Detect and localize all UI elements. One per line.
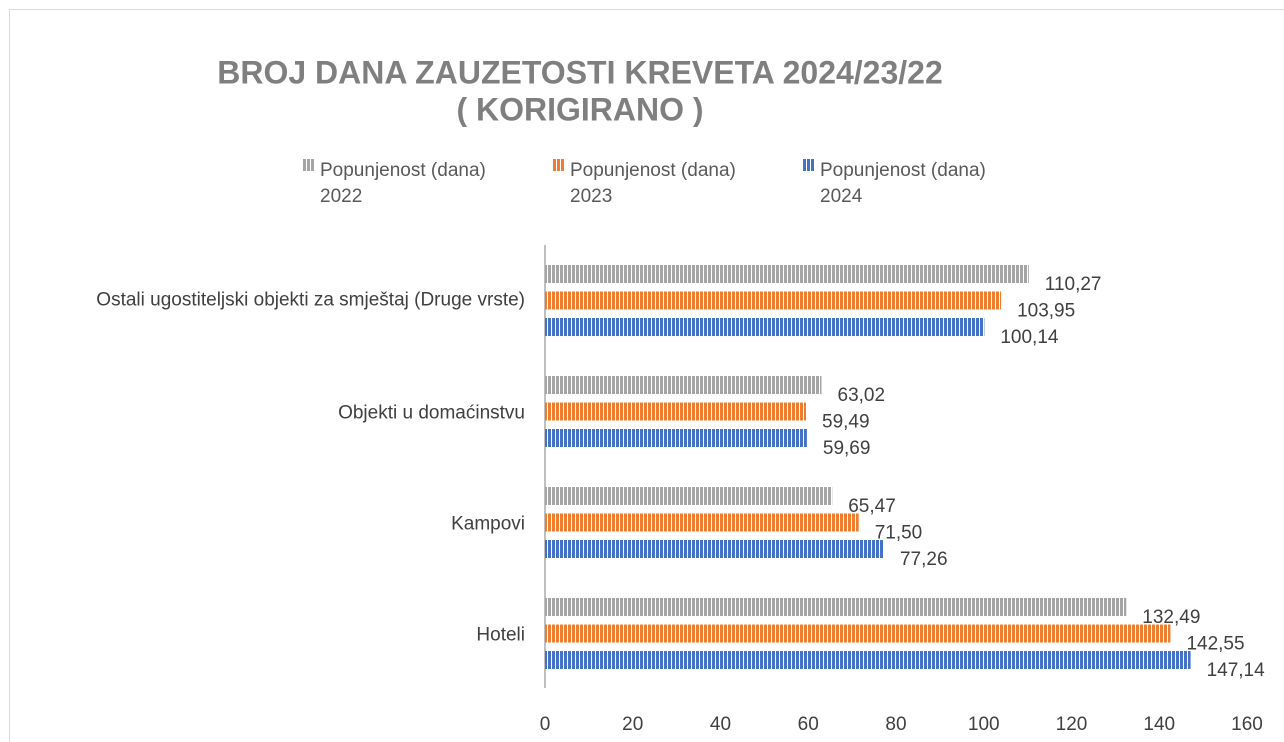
chart-border — [9, 9, 1284, 742]
y-tick-label: Ostali ugostiteljski objekti za smještaj… — [96, 290, 525, 311]
y-tick-label: Kampovi — [451, 514, 525, 535]
x-tick-label: 140 — [1143, 714, 1175, 735]
bar — [545, 513, 859, 532]
x-tick-label: 0 — [540, 714, 551, 735]
data-label: 132,49 — [1142, 607, 1200, 628]
legend-marker — [803, 159, 815, 171]
data-label: 142,55 — [1186, 634, 1244, 655]
data-label: 77,26 — [900, 549, 948, 570]
x-tick-label: 100 — [968, 714, 1000, 735]
bar — [545, 487, 833, 505]
bar — [545, 624, 1171, 643]
chart-title: BROJ DANA ZAUZETOSTI KREVETA 2024/23/22 — [217, 54, 943, 90]
data-label: 71,50 — [875, 523, 923, 544]
bar — [545, 291, 1002, 310]
bar — [545, 429, 807, 447]
y-tick-label: Objekti u domaćinstvu — [338, 403, 525, 424]
bar — [545, 376, 822, 394]
bar — [545, 598, 1127, 616]
x-tick-label: 80 — [885, 714, 906, 735]
data-label: 59,69 — [823, 438, 871, 459]
data-label: 65,47 — [848, 496, 896, 517]
x-tick-label: 120 — [1056, 714, 1088, 735]
x-tick-label: 60 — [798, 714, 819, 735]
data-label: 147,14 — [1207, 660, 1266, 681]
data-label: 100,14 — [1000, 327, 1059, 348]
bar — [545, 265, 1029, 283]
x-tick-label: 20 — [622, 714, 643, 735]
data-label: 63,02 — [838, 385, 886, 406]
bar — [545, 402, 807, 421]
bar — [545, 651, 1191, 669]
x-tick-label: 40 — [710, 714, 731, 735]
legend-label: Popunjenost (dana) 2023 — [570, 160, 736, 207]
legend-marker — [553, 159, 565, 171]
legend-marker — [303, 159, 315, 171]
data-label: 110,27 — [1045, 274, 1102, 295]
legend-label: Popunjenost (dana) 2024 — [820, 160, 986, 207]
legend-label: Popunjenost (dana) 2022 — [320, 160, 486, 207]
bar — [545, 318, 985, 336]
y-tick-label: Hoteli — [476, 625, 525, 646]
data-label: 103,95 — [1017, 301, 1075, 322]
chart-subtitle: ( KORIGIRANO ) — [456, 91, 703, 127]
bar — [545, 540, 884, 558]
data-label: 59,49 — [822, 412, 870, 433]
x-tick-label: 160 — [1231, 714, 1263, 735]
